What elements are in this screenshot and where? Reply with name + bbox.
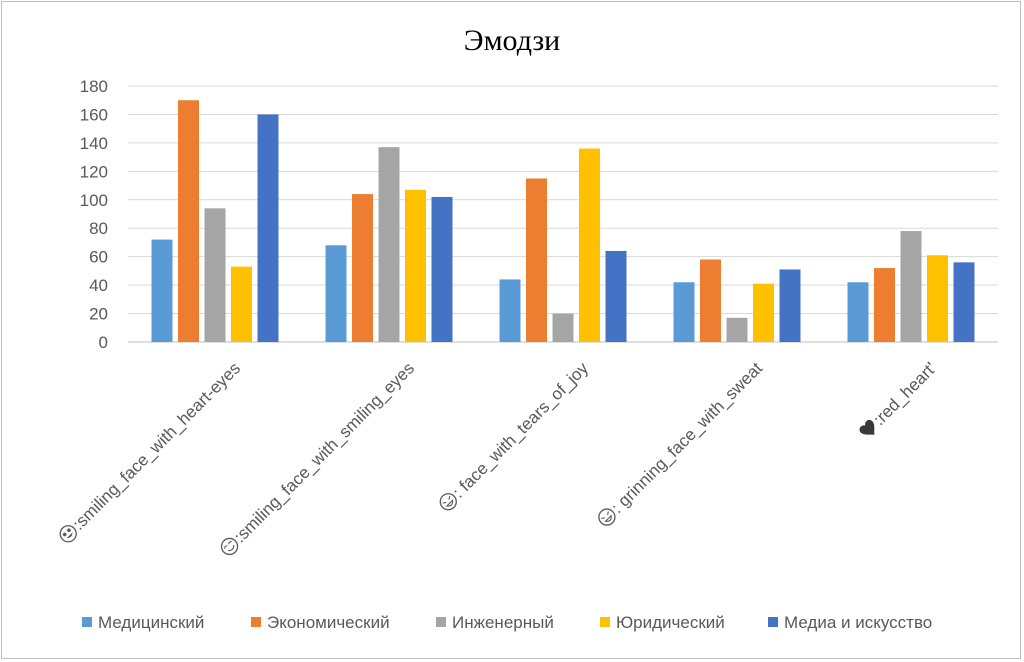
bar-1-4 — [431, 196, 453, 342]
chart-title: Эмодзи — [464, 24, 560, 57]
legend-label-2: Инженерный — [452, 613, 554, 632]
category-label-1: :smiling_face_with_smiling_eyes — [220, 359, 418, 556]
bar-4-1 — [874, 268, 895, 342]
bar-0-3 — [231, 266, 252, 342]
bar-0-2 — [204, 208, 226, 342]
category-label-4: :red_heart' — [859, 359, 941, 435]
bar-3-4 — [779, 269, 801, 342]
category-label-3: : grinning_face_with_sweat — [598, 358, 767, 526]
bar-0-0 — [151, 239, 173, 342]
legend: Медицинский Экономический Инженерный Юридич… — [82, 613, 932, 632]
bar-4-2 — [900, 231, 922, 342]
bar-1-0 — [325, 245, 347, 342]
bar-3-0 — [673, 282, 695, 342]
legend-swatch-1 — [251, 617, 261, 627]
bars — [151, 100, 975, 342]
y-tick-label: 120 — [80, 162, 108, 181]
bar-2-1 — [526, 178, 547, 342]
category-label-text: :smiling_face_with_heart-eyes — [69, 359, 244, 534]
category-label-0: :smiling_face_with_heart-eyes — [59, 359, 244, 543]
legend-label-4: Медиа и искусство — [784, 613, 932, 632]
bar-2-2 — [552, 313, 574, 342]
face-tears-of-joy-icon — [439, 493, 457, 511]
category-label-2: : face_with_tears_of_joy — [439, 358, 592, 511]
legend-swatch-3 — [600, 617, 610, 627]
bar-1-1 — [352, 194, 373, 342]
bar-4-3 — [927, 255, 948, 342]
y-tick-label: 140 — [80, 134, 108, 153]
bar-3-1 — [700, 259, 721, 342]
bar-4-0 — [847, 282, 869, 342]
legend-label-3: Юридический — [616, 613, 725, 632]
category-label-text: :red_heart' — [870, 359, 941, 430]
bar-4-4 — [953, 262, 975, 342]
legend-label-1: Экономический — [267, 613, 390, 632]
legend-swatch-4 — [768, 617, 778, 627]
bar-0-4 — [257, 114, 279, 342]
y-tick-label: 180 — [80, 77, 108, 96]
y-tick-label: 40 — [89, 276, 108, 295]
category-label-text: : grinning_face_with_sweat — [608, 358, 767, 517]
category-label-text: : face_with_tears_of_joy — [449, 358, 592, 501]
y-tick-label: 0 — [99, 333, 108, 352]
bar-1-2 — [378, 147, 400, 342]
bar-1-3 — [405, 189, 426, 342]
bar-0-1 — [178, 100, 199, 342]
smiling-face-smiling-eyes-icon — [220, 537, 239, 556]
y-tick-label: 60 — [89, 248, 108, 267]
legend-label-0: Медицинский — [98, 613, 204, 632]
bar-2-4 — [605, 250, 627, 342]
y-tick-label: 80 — [89, 219, 108, 238]
legend-swatch-2 — [436, 617, 446, 627]
y-tick-label: 20 — [89, 305, 108, 324]
category-label-text: :smiling_face_with_smiling_eyes — [230, 359, 418, 547]
legend-swatch-0 — [82, 617, 92, 627]
y-axis-ticks: 0 20 40 60 80 100 120 140 160 180 — [80, 77, 108, 352]
y-tick-label: 100 — [80, 191, 108, 210]
bar-2-3 — [579, 148, 600, 342]
bar-3-2 — [726, 317, 748, 342]
bar-2-0 — [499, 279, 521, 342]
red-heart-icon — [859, 419, 875, 435]
grinning-face-sweat-icon — [598, 508, 616, 526]
bar-3-3 — [753, 283, 774, 342]
y-tick-label: 160 — [80, 105, 108, 124]
category-labels: :smiling_face_with_heart-eyes:smiling_fa… — [59, 358, 941, 556]
